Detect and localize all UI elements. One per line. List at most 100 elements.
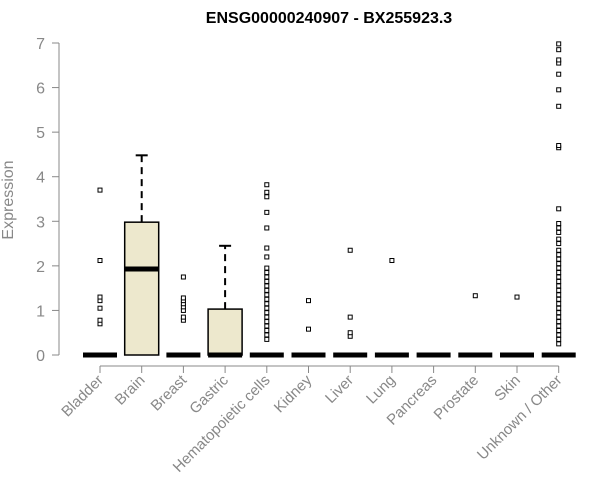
outlier-point xyxy=(264,270,270,276)
y-tick-label: 1 xyxy=(36,303,45,320)
outlier-point xyxy=(556,225,562,231)
outlier-point xyxy=(264,314,270,320)
outlier-point xyxy=(556,278,562,284)
y-tick-label: 2 xyxy=(36,259,45,276)
y-tick-label: 0 xyxy=(36,348,45,365)
box-skin xyxy=(500,294,534,358)
outlier-point xyxy=(347,330,353,336)
y-axis: 0 1 2 3 4 5 6 7 xyxy=(36,36,60,365)
outlier-point xyxy=(556,229,562,235)
box-unknown-other xyxy=(541,41,576,358)
box-hematopoietic-cells xyxy=(249,182,284,358)
outlier-point xyxy=(556,252,562,258)
x-tick-label: Brain xyxy=(112,372,149,409)
outlier-point xyxy=(264,301,270,307)
outlier-point xyxy=(556,206,562,212)
outlier-point xyxy=(264,209,270,215)
outlier-point xyxy=(556,247,562,253)
outlier-point xyxy=(264,332,270,338)
outlier-point xyxy=(556,323,562,329)
outlier-point xyxy=(97,258,103,264)
outlier-point xyxy=(264,245,270,251)
outlier-point xyxy=(556,296,562,302)
box-breast xyxy=(166,274,201,358)
outlier-point xyxy=(514,294,520,300)
y-tick-label: 3 xyxy=(36,214,45,231)
x-tick-label: Lung xyxy=(363,372,399,408)
outlier-point xyxy=(556,332,562,338)
outlier-point xyxy=(347,247,353,253)
x-tick-label: Kidney xyxy=(271,371,316,416)
outlier-point xyxy=(264,327,270,333)
box-kidney xyxy=(291,298,326,358)
outlier-point xyxy=(97,294,103,300)
outlier-point xyxy=(264,336,270,342)
y-tick-label: 4 xyxy=(36,170,45,187)
outlier-point xyxy=(306,326,311,332)
outlier-point xyxy=(180,314,186,320)
outlier-point xyxy=(264,278,270,284)
outlier-point xyxy=(264,225,270,231)
outlier-point xyxy=(389,258,395,264)
outlier-point xyxy=(556,256,562,262)
outlier-point xyxy=(264,305,270,311)
box-body xyxy=(207,308,243,356)
outlier-point xyxy=(556,41,562,47)
outlier-point xyxy=(556,47,562,53)
outlier-point xyxy=(472,293,478,299)
outlier-point xyxy=(556,327,562,333)
outlier-point xyxy=(264,319,270,325)
outlier-point xyxy=(556,265,562,271)
outlier-point xyxy=(556,301,562,307)
outlier-point xyxy=(556,270,562,276)
outlier-point xyxy=(556,57,562,63)
outlier-point xyxy=(97,305,103,311)
chart-title: ENSG00000240907 - BX255923.3 xyxy=(206,10,453,27)
outlier-point xyxy=(264,292,270,298)
outlier-point xyxy=(556,103,562,109)
outlier-point xyxy=(264,310,270,316)
x-tick-label: Breast xyxy=(148,371,191,414)
box-prostate xyxy=(458,293,493,358)
outlier-point xyxy=(556,305,562,311)
box-bladder xyxy=(83,187,117,358)
outlier-point xyxy=(180,295,186,301)
outlier-point xyxy=(264,287,270,293)
outlier-point xyxy=(347,314,353,320)
y-tick-label: 5 xyxy=(36,125,45,142)
x-tick-label: Skin xyxy=(491,372,524,405)
outlier-point xyxy=(556,341,562,347)
outlier-point xyxy=(556,287,562,293)
outlier-point xyxy=(556,314,562,320)
outlier-point xyxy=(97,187,103,193)
outlier-point xyxy=(180,274,186,280)
outlier-point xyxy=(556,292,562,298)
outlier-point xyxy=(264,254,270,260)
box-brain xyxy=(123,154,160,356)
outlier-point xyxy=(556,71,562,77)
outlier-point xyxy=(556,236,562,242)
box-liver xyxy=(333,247,368,358)
outlier-point xyxy=(306,298,311,304)
y-axis-label: Expression xyxy=(0,160,17,239)
outlier-point xyxy=(264,265,270,271)
x-tick-label: Bladder xyxy=(58,372,107,421)
outlier-point xyxy=(556,310,562,316)
box-lung xyxy=(374,258,409,358)
outlier-point xyxy=(264,182,270,188)
outlier-point xyxy=(97,317,103,323)
box-gastric xyxy=(207,244,243,358)
outlier-point xyxy=(264,194,270,200)
box-series xyxy=(83,41,576,358)
outlier-point xyxy=(556,221,562,227)
x-tick-label: Prostate xyxy=(431,372,483,424)
outlier-point xyxy=(556,143,562,149)
box-body xyxy=(123,221,160,356)
outlier-point xyxy=(556,274,562,280)
outlier-point xyxy=(264,283,270,289)
outlier-point xyxy=(556,241,562,247)
y-tick-label: 7 xyxy=(36,36,45,53)
outlier-point xyxy=(264,189,270,195)
